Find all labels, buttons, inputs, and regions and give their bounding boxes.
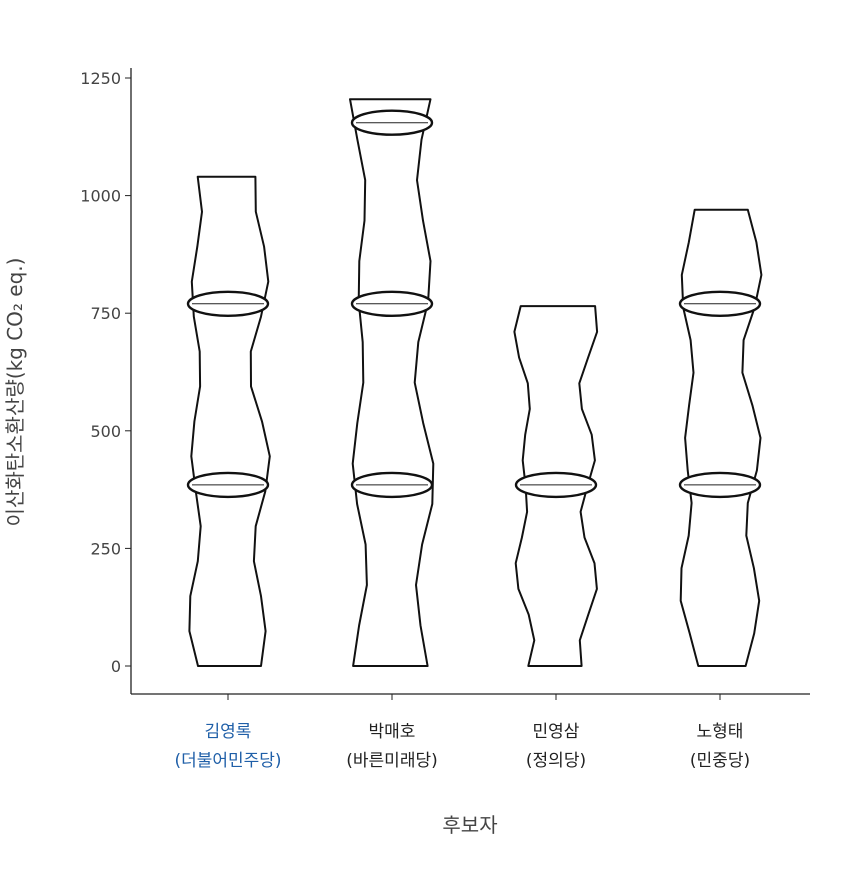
bar-shape: [349, 98, 435, 667]
bar: [513, 305, 599, 667]
bars: [186, 98, 763, 667]
y-tick-label: 1000: [80, 187, 121, 206]
bar: [349, 98, 435, 667]
bar-shape: [188, 175, 271, 667]
candidate-name-label: 민영삼: [533, 722, 580, 742]
candidate-name-label: 김영록: [205, 722, 252, 742]
candidate-party-label: (민중당): [690, 751, 750, 771]
bar: [186, 175, 271, 667]
y-tick-label: 750: [90, 304, 121, 323]
y-axis-title: 이산화탄소환산량(kg CO₂ eq.): [3, 258, 27, 527]
candidate-party-label: (더불어민주당): [174, 751, 281, 771]
bar: [678, 208, 763, 667]
y-tick-label: 0: [111, 657, 121, 676]
x-axis-title: 후보자: [442, 813, 497, 837]
bar-shape: [679, 208, 763, 667]
y-tick-label: 1250: [80, 69, 121, 88]
axes: [130, 68, 810, 695]
candidate-name-label: 노형태: [697, 722, 744, 742]
candidate-party-label: (정의당): [526, 751, 586, 771]
y-tick-label: 500: [90, 422, 121, 441]
x-labels: 김영록 (더불어민주당) 박매호 (바른미래당) 민영삼 (정의당) 노형태 (민중당): [174, 694, 750, 771]
candidate-name-label: 박매호: [369, 722, 416, 742]
y-tick-label: 250: [90, 539, 121, 558]
candidate-party-label: (바른미래당): [346, 751, 437, 771]
y-ticks: 0 250 500 750 1000 1250: [80, 69, 131, 676]
